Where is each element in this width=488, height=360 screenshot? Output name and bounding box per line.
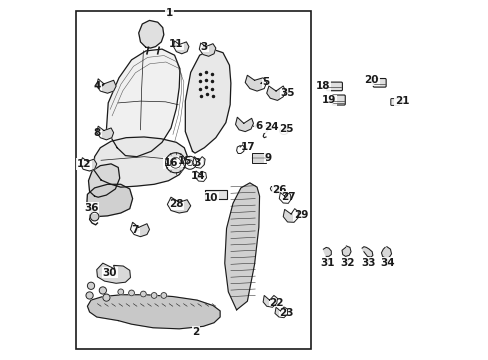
Text: 23: 23: [279, 309, 293, 318]
Text: 21: 21: [394, 96, 409, 106]
Text: 5: 5: [262, 77, 269, 87]
Text: 31: 31: [320, 258, 334, 268]
Polygon shape: [106, 49, 180, 157]
Text: 25: 25: [279, 124, 293, 134]
Polygon shape: [381, 247, 391, 258]
Polygon shape: [94, 137, 187, 187]
Polygon shape: [235, 117, 253, 132]
Text: 16: 16: [163, 158, 178, 168]
Text: 7: 7: [131, 225, 139, 235]
Circle shape: [99, 287, 106, 294]
Polygon shape: [139, 21, 163, 48]
Polygon shape: [323, 247, 330, 256]
Text: 17: 17: [240, 142, 255, 152]
Text: 1: 1: [165, 8, 172, 18]
Text: 35: 35: [280, 88, 294, 98]
Text: 12: 12: [77, 159, 91, 169]
Polygon shape: [195, 171, 206, 181]
Polygon shape: [341, 246, 350, 256]
Text: 4: 4: [94, 81, 101, 91]
FancyBboxPatch shape: [326, 82, 342, 91]
Bar: [76, 12, 310, 348]
Polygon shape: [362, 247, 372, 257]
Text: 24: 24: [264, 122, 278, 132]
Text: 8: 8: [94, 128, 101, 138]
Polygon shape: [97, 79, 116, 93]
Polygon shape: [97, 263, 130, 283]
Text: 6: 6: [255, 121, 262, 131]
Polygon shape: [173, 41, 188, 54]
Circle shape: [140, 291, 146, 297]
Text: 34: 34: [380, 258, 394, 268]
Circle shape: [161, 293, 166, 298]
Polygon shape: [192, 157, 204, 168]
Text: 22: 22: [269, 298, 284, 308]
Text: 18: 18: [316, 81, 330, 91]
Circle shape: [118, 289, 123, 295]
Circle shape: [165, 153, 185, 173]
Circle shape: [151, 293, 157, 298]
Text: 3: 3: [200, 42, 207, 51]
Polygon shape: [266, 86, 285, 100]
Polygon shape: [130, 222, 149, 237]
Text: 32: 32: [340, 258, 354, 268]
Text: 15: 15: [178, 156, 192, 166]
Polygon shape: [88, 164, 120, 197]
Bar: [204, 190, 226, 199]
Text: 36: 36: [84, 203, 99, 213]
Polygon shape: [224, 183, 259, 310]
Text: 11: 11: [168, 40, 183, 49]
Polygon shape: [97, 126, 113, 140]
Polygon shape: [87, 295, 220, 329]
FancyBboxPatch shape: [372, 78, 386, 87]
Text: 19: 19: [321, 95, 335, 105]
Polygon shape: [283, 209, 298, 222]
Text: 9: 9: [264, 153, 271, 163]
Polygon shape: [244, 75, 266, 91]
Text: 30: 30: [102, 267, 117, 278]
Polygon shape: [279, 193, 290, 203]
Text: 28: 28: [169, 199, 183, 210]
Polygon shape: [167, 197, 190, 213]
Polygon shape: [199, 43, 215, 56]
Polygon shape: [185, 49, 230, 153]
Polygon shape: [80, 158, 97, 171]
Text: 20: 20: [364, 75, 378, 85]
Text: 26: 26: [272, 185, 286, 195]
Circle shape: [86, 292, 93, 299]
Polygon shape: [263, 296, 277, 307]
Text: 14: 14: [191, 171, 205, 181]
Circle shape: [87, 282, 94, 289]
Circle shape: [102, 294, 110, 301]
Text: 29: 29: [293, 210, 308, 220]
Circle shape: [183, 156, 196, 169]
Bar: [251, 153, 265, 163]
FancyBboxPatch shape: [332, 95, 345, 105]
Polygon shape: [86, 184, 132, 217]
Text: 10: 10: [204, 193, 218, 203]
Polygon shape: [274, 307, 287, 318]
Text: 2: 2: [192, 327, 199, 337]
Circle shape: [128, 290, 134, 296]
Text: 33: 33: [360, 258, 375, 268]
Text: 27: 27: [281, 192, 295, 202]
Text: 13: 13: [187, 158, 202, 168]
FancyBboxPatch shape: [390, 99, 399, 105]
Circle shape: [90, 212, 99, 221]
